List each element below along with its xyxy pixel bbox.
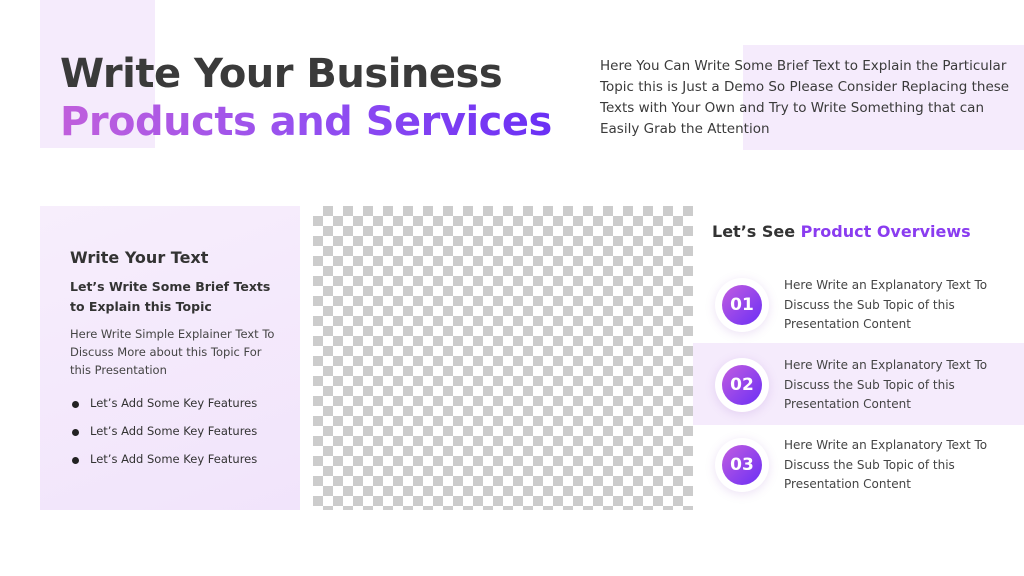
text-card: Write Your Text Let’s Write Some Brief T…: [40, 206, 300, 510]
intro-text: Here You Can Write Some Brief Text to Ex…: [600, 58, 1010, 137]
list-item: Let’s Add Some Key Features: [70, 424, 257, 452]
overview-title-accent: Product Overviews: [800, 222, 971, 241]
page-title: Write Your Business Products and Service…: [60, 50, 552, 146]
bullet-text: Let’s Add Some Key Features: [90, 396, 258, 410]
image-placeholder[interactable]: [313, 206, 693, 510]
title-line-1: Write Your Business: [60, 51, 503, 97]
bullet-icon: [72, 401, 79, 408]
item-text: Here Write an Explanatory Text To Discus…: [784, 278, 988, 331]
bullet-icon: [72, 457, 79, 464]
card-subheading: Let’s Write Some Brief Texts to Explain …: [70, 279, 271, 314]
list-item: Let’s Add Some Key Features: [70, 396, 257, 424]
badge-number: 01: [722, 285, 762, 325]
bullet-icon: [72, 429, 79, 436]
overview-item: 01 Here Write an Explanatory Text To Dis…: [715, 276, 1015, 336]
overview-title: Let’s See Product Overviews: [712, 222, 971, 241]
item-text: Here Write an Explanatory Text To Discus…: [784, 438, 988, 491]
overview-title-prefix: Let’s See: [712, 222, 796, 241]
bullet-text: Let’s Add Some Key Features: [90, 424, 258, 438]
overview-item: 03 Here Write an Explanatory Text To Dis…: [715, 436, 1015, 496]
list-item: Let’s Add Some Key Features: [70, 452, 257, 480]
card-heading: Write Your Text: [70, 248, 209, 267]
number-badge: 02: [715, 358, 769, 412]
overview-item: 02 Here Write an Explanatory Text To Dis…: [715, 356, 1015, 416]
feature-list: Let’s Add Some Key Features Let’s Add So…: [70, 396, 257, 480]
badge-number: 03: [722, 445, 762, 485]
decorative-panel: [743, 45, 1024, 150]
badge-number: 02: [722, 365, 762, 405]
bullet-text: Let’s Add Some Key Features: [90, 452, 258, 466]
number-badge: 03: [715, 438, 769, 492]
title-line-2: Products and Services: [60, 99, 552, 145]
item-text: Here Write an Explanatory Text To Discus…: [784, 358, 988, 411]
card-body: Here Write Simple Explainer Text To Disc…: [70, 327, 275, 377]
number-badge: 01: [715, 278, 769, 332]
decorative-panel: [40, 0, 155, 148]
